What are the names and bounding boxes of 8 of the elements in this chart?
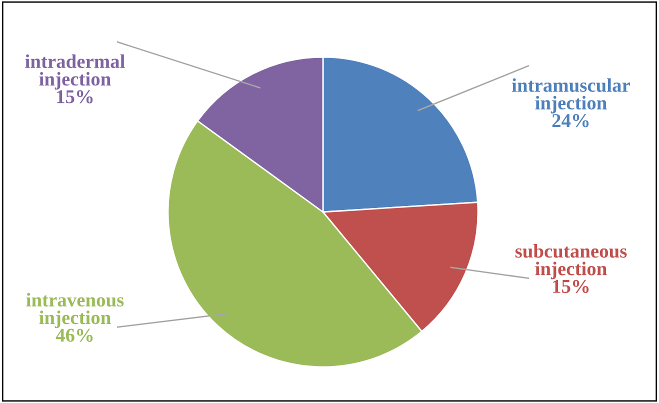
slice-label: intravenous injection bbox=[26, 292, 124, 328]
data-label: 15% bbox=[553, 280, 589, 294]
data-label: 15% bbox=[57, 90, 93, 104]
data-label: 24% bbox=[552, 114, 589, 128]
slice-label: intramuscular injection bbox=[512, 78, 630, 114]
slice-label: subcutaneous injection bbox=[515, 244, 627, 280]
data-label: 46% bbox=[56, 328, 93, 342]
slice-label: intradermal injection bbox=[25, 54, 125, 90]
